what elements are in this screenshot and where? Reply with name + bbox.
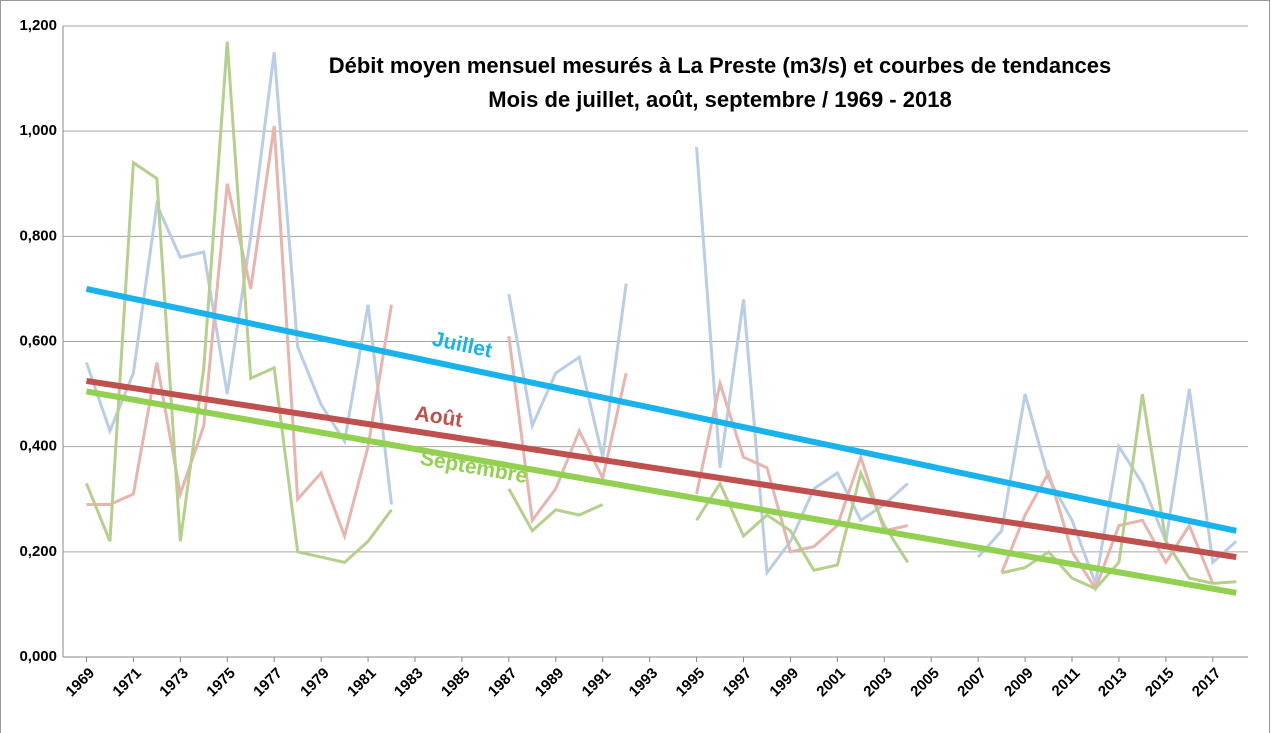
trend-line [86,377,1237,561]
y-tick-label: 0,600 [19,332,57,349]
trend-line [85,285,1237,534]
y-tick-label: 0,200 [19,543,57,560]
y-tick-label: 1,200 [19,17,57,34]
y-tick-label: 0,400 [19,438,57,455]
y-tick-label: 1,000 [19,122,57,139]
series-line [86,125,1215,592]
series-line [85,41,1237,591]
trend-line [85,388,1237,596]
chart-subtitle: Mois de juillet, août, septembre / 1969 … [488,87,951,112]
y-tick-label: 0,800 [19,227,57,244]
series-line [85,52,1238,590]
chart-title: Débit moyen mensuel mesurés à La Preste … [329,53,1112,78]
y-tick-label: 0,000 [19,648,57,665]
